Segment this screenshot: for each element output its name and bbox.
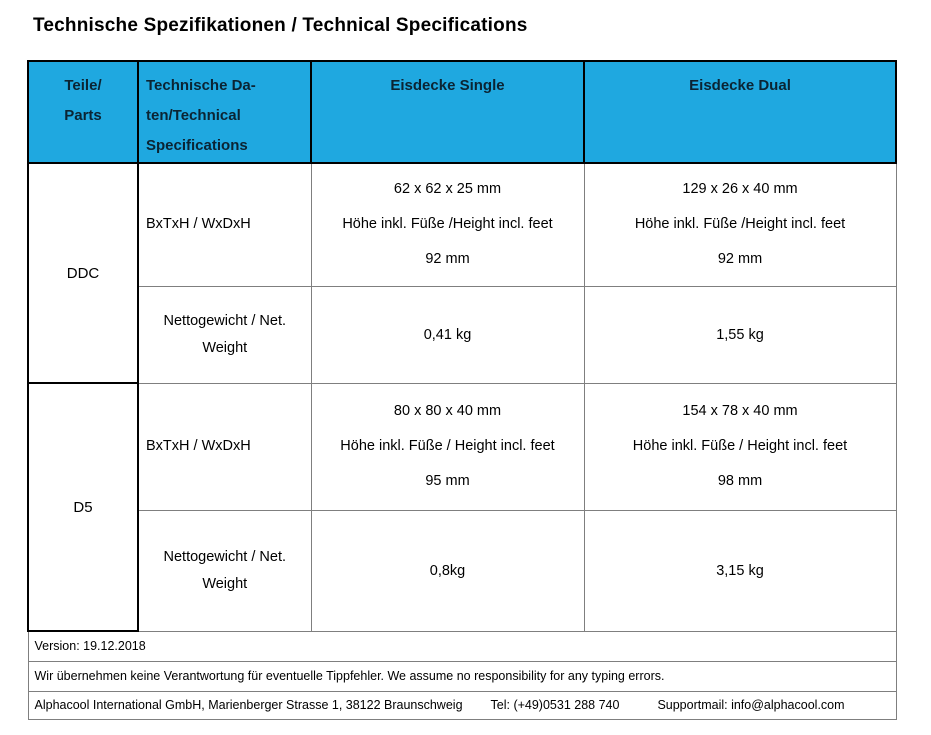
col-header-specs-line3: Specifications — [146, 137, 248, 154]
col-header-parts: Teile/ Parts — [27, 60, 139, 164]
cell-ddc-dims-single: 62 x 62 x 25 mm Höhe inkl. Füße /Height … — [310, 162, 585, 287]
table-row-ddc-dims: DDC BxTxH / WxDxH 62 x 62 x 25 mm Höhe i… — [27, 162, 897, 384]
ddc-dual-dims-line1: 129 x 26 x 40 mm — [682, 181, 798, 198]
d5-weight-label-line2: Weight — [202, 575, 248, 592]
label-cell-ddc-weight: Nettogewicht / Net. Weight — [137, 285, 312, 384]
label-cell-ddc-dims: BxTxH / WxDxH — [137, 162, 312, 287]
cell-ddc-weight-dual: 1,55 kg — [583, 285, 897, 384]
cell-d5-dims-dual: 154 x 78 x 40 mm Höhe inkl. Füße / Heigh… — [583, 382, 897, 511]
ddc-single-dims-line2: Höhe inkl. Füße /Height incl. feet — [342, 216, 553, 233]
ddc-dual-dims-line3: 92 mm — [717, 251, 763, 268]
d5-weight-label-line1: Nettogewicht / Net. — [163, 548, 287, 565]
table-row-d5-weight: Nettogewicht / Net. Weight 0,8kg 3,15 kg — [28, 509, 897, 632]
page-title: Technische Spezifikationen / Technical S… — [33, 15, 528, 36]
d5-single-dims-line1: 80 x 80 x 40 mm — [393, 403, 502, 419]
contact-line: Alphacool International GmbH, Marienberg… — [27, 690, 897, 720]
table-row-ddc-weight: Nettogewicht / Net. Weight 0,41 kg 1,55 … — [28, 285, 897, 384]
d5-dual-dims-line1: 154 x 78 x 40 mm — [682, 403, 798, 419]
col-header-specs: Technische Da- ten/Technical Specificati… — [137, 60, 312, 164]
d5-single-dims-line2: Höhe inkl. Füße / Height incl. feet — [340, 438, 555, 454]
col-header-specs-line1: Technische Da- — [146, 77, 256, 94]
ddc-weight-label-line2: Weight — [202, 339, 248, 356]
d5-dual-dims-line2: Höhe inkl. Füße / Height incl. feet — [632, 438, 848, 454]
cell-d5-dims-single: 80 x 80 x 40 mm Höhe inkl. Füße / Height… — [310, 382, 585, 511]
footer-row-disclaimer: Wir übernehmen keine Verantwortung für e… — [27, 660, 897, 692]
ddc-single-dims-line3: 92 mm — [425, 251, 470, 268]
d5-single-dims-line3: 95 mm — [425, 473, 470, 489]
part-cell-d5: D5 — [27, 382, 139, 632]
spec-table: Teile/ Parts Technische Da- ten/Technica… — [27, 60, 897, 720]
version-text: Version: 19.12.2018 — [27, 630, 897, 662]
phone-number: Tel: (+49)0531 288 740 — [490, 698, 620, 712]
col-header-eisdecke-dual: Eisdecke Dual — [583, 60, 897, 164]
label-cell-d5-dims: BxTxH / WxDxH — [137, 382, 312, 511]
cell-d5-weight-dual: 3,15 kg — [583, 509, 897, 632]
ddc-dual-dims-line2: Höhe inkl. Füße /Height incl. feet — [634, 216, 846, 233]
header-row: Teile/ Parts Technische Da- ten/Technica… — [27, 60, 897, 164]
cell-ddc-weight-single: 0,41 kg — [310, 285, 585, 384]
disclaimer-text: Wir übernehmen keine Verantwortung für e… — [27, 660, 897, 692]
part-cell-ddc: DDC — [27, 162, 139, 384]
label-cell-d5-weight: Nettogewicht / Net. Weight — [137, 509, 312, 632]
cell-d5-weight-single: 0,8kg — [310, 509, 585, 632]
ddc-weight-label-line1: Nettogewicht / Net. — [163, 312, 287, 329]
col-header-parts-line2: Parts — [64, 107, 102, 124]
col-header-eisdecke-single: Eisdecke Single — [310, 60, 585, 164]
footer-row-contact: Alphacool International GmbH, Marienberg… — [27, 690, 897, 720]
d5-dual-dims-line3: 98 mm — [717, 473, 763, 489]
cell-ddc-dims-dual: 129 x 26 x 40 mm Höhe inkl. Füße /Height… — [583, 162, 897, 287]
support-email: Supportmail: info@alphacool.com — [657, 698, 845, 712]
footer-row-version: Version: 19.12.2018 — [27, 630, 897, 662]
company-address: Alphacool International GmbH, Marienberg… — [34, 698, 463, 712]
ddc-single-dims-line1: 62 x 62 x 25 mm — [393, 181, 502, 198]
col-header-parts-line1: Teile/ — [64, 77, 102, 94]
table-row-d5-dims: D5 BxTxH / WxDxH 80 x 80 x 40 mm Höhe in… — [27, 382, 897, 632]
col-header-specs-line2: ten/Technical — [146, 107, 241, 124]
